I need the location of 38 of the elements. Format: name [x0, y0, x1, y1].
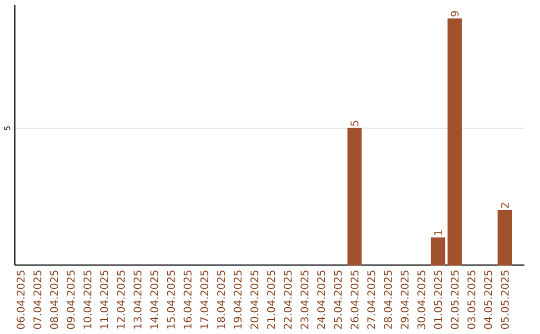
data-label: 2 — [500, 203, 509, 208]
x-tick-label: 16.04.2025 — [184, 270, 192, 328]
data-label: 5 — [350, 120, 358, 126]
x-tick-label: 04.05.2025 — [484, 270, 492, 329]
x-tick-label: 21.04.2025 — [267, 270, 276, 329]
x-tick-label: 13.04.2025 — [134, 270, 142, 328]
bar — [430, 237, 446, 266]
x-tick-label: 14.04.2025 — [150, 270, 158, 328]
data-label: 9 — [450, 11, 459, 16]
x-tick-label: 26.04.2025 — [350, 270, 359, 329]
bar — [498, 210, 512, 266]
x-tick-label: 12.04.2025 — [116, 270, 125, 328]
x-tick-label: 20.04.2025 — [250, 270, 258, 329]
x-tick-label: 24.04.2025 — [317, 270, 326, 329]
x-tick-label: 03.05.2025 — [467, 270, 476, 329]
x-tick-label: 11.04.2025 — [100, 270, 108, 328]
x-tick-label: 15.04.2025 — [166, 270, 175, 328]
x-tick-label: 23.04.2025 — [300, 270, 308, 329]
x-tick-label: 18.04.2025 — [217, 270, 225, 328]
x-tick-label: 06.04.2025 — [16, 270, 25, 329]
bar — [347, 128, 362, 266]
x-tick-label: 08.04.2025 — [50, 270, 58, 329]
x-tick-label: 28.04.2025 — [384, 270, 392, 329]
x-tick-label: 05.05.2025 — [500, 270, 509, 329]
x-tick-label: 07.04.2025 — [33, 270, 42, 329]
x-tick-label: 17.04.2025 — [200, 270, 208, 328]
data-label: 1 — [434, 230, 442, 235]
bar — [448, 18, 462, 266]
x-tick-label: 10.04.2025 — [83, 270, 92, 328]
x-tick-label: 30.04.2025 — [417, 270, 426, 329]
x-tick-label: 25.04.2025 — [334, 270, 342, 329]
x-tick-label: 01.05.2025 — [434, 270, 442, 329]
x-tick-label: 02.05.2025 — [450, 270, 459, 329]
x-tick-label: 27.04.2025 — [367, 270, 376, 329]
x-tick-label: 29.04.2025 — [400, 270, 409, 329]
x-tick-label: 09.04.2025 — [66, 270, 75, 329]
x-tick-label: 19.04.2025 — [234, 270, 242, 328]
x-tick-label: 22.04.2025 — [284, 270, 292, 329]
